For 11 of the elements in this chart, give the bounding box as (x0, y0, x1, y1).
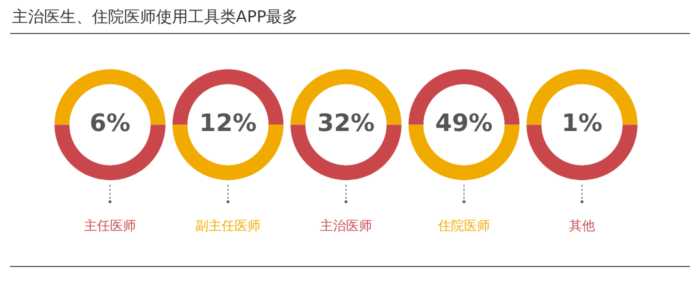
text: 主治医生、住院医师使用工具类APP最多 (12, 7, 298, 28)
data-label: 32% (317, 108, 375, 137)
data-label: 1% (562, 108, 602, 137)
data-label: 49% (435, 108, 493, 137)
data-label: 12% (199, 108, 257, 137)
data-label: 6% (90, 108, 130, 137)
category-label: 主任医师 (84, 218, 136, 233)
category-label: 其他 (569, 218, 595, 233)
category-label: 副主任医师 (196, 218, 260, 233)
category-label: 住院医师 (437, 218, 490, 233)
category-label: 主治医师 (320, 218, 372, 233)
